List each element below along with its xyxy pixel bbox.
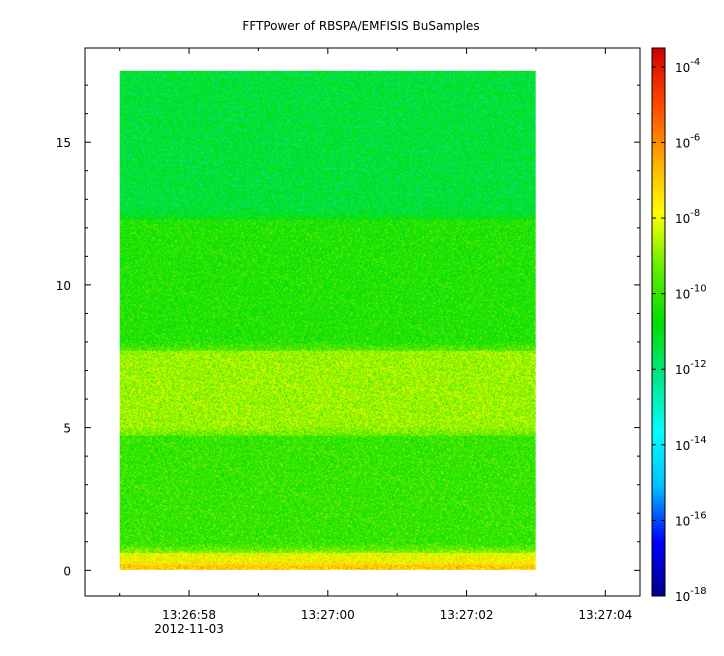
- x-tick-label: 13:26:58: [162, 608, 216, 622]
- plot-area: 0 5 10 15 13:26:58 13:27:00 13:27:02 13:27:04 2…: [56, 47, 641, 636]
- x-tick-label: 13:27:00: [301, 608, 355, 622]
- chart-title: FFTPower of RBSPA/EMFISIS BuSamples: [242, 19, 479, 33]
- colorbar: 10-4 10-6 10-8 10-10 10-12 10-14 10-16 10-18: [651, 47, 707, 604]
- y-tick-label: 10: [56, 279, 71, 293]
- x-tick-label: 13:27:04: [578, 608, 632, 622]
- colorbar-tick-label: 10-16: [675, 510, 707, 528]
- colorbar-gradient: [651, 47, 666, 597]
- y-tick-label: 0: [63, 564, 71, 578]
- colorbar-tick-label: 10-6: [675, 132, 700, 150]
- colorbar-tick-label: 10-8: [675, 208, 700, 226]
- x-date-label: 2012-11-03: [154, 622, 224, 636]
- colorbar-tick-label: 10-10: [675, 284, 707, 302]
- spectrogram-image: [119, 70, 536, 570]
- colorbar-tick-label: 10-14: [675, 435, 707, 453]
- x-tick-label: 13:27:02: [440, 608, 494, 622]
- colorbar-tick-label: 10-12: [675, 359, 707, 377]
- y-axis: 0 5 10 15: [56, 84, 640, 578]
- colorbar-tick-label: 10-18: [675, 586, 707, 604]
- x-axis: 13:26:58 13:27:00 13:27:02 13:27:04 2012-11-…: [119, 48, 632, 636]
- y-tick-label: 5: [63, 422, 71, 436]
- y-tick-label: 15: [56, 136, 71, 150]
- colorbar-tick-label: 10-4: [675, 57, 700, 75]
